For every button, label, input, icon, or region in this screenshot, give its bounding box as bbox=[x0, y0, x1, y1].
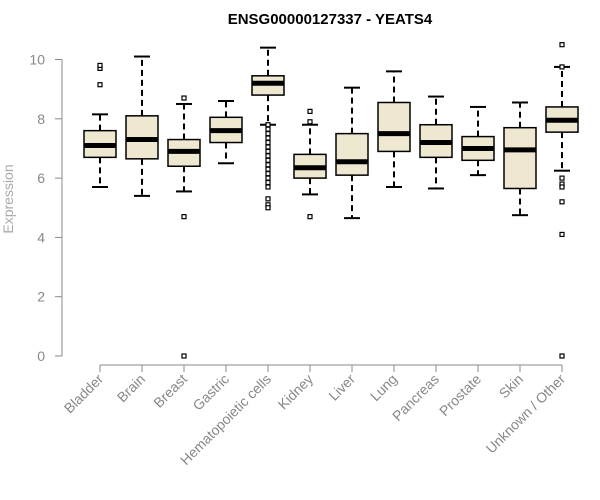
y-tick-label: 8 bbox=[37, 111, 45, 127]
x-tick-label: Prostate bbox=[436, 371, 484, 419]
x-tick-label: Breast bbox=[150, 371, 190, 411]
y-tick-label: 4 bbox=[37, 229, 45, 245]
outlier-point bbox=[559, 175, 565, 181]
outlier-point bbox=[265, 166, 271, 172]
box-gastric bbox=[209, 100, 243, 165]
outlier-point bbox=[97, 82, 103, 88]
outlier-point bbox=[181, 214, 187, 220]
box-skin bbox=[503, 101, 537, 217]
y-axis: 0 2 4 6 8 10 bbox=[29, 52, 63, 364]
outlier-point bbox=[307, 214, 313, 220]
outlier-point bbox=[265, 131, 271, 137]
box-liver bbox=[335, 86, 369, 220]
box-hematopoietic-cells bbox=[251, 46, 285, 211]
box-unknown-other bbox=[545, 42, 579, 359]
iqr-box bbox=[335, 132, 369, 176]
chart-title: ENSG00000127337 - YEATS4 bbox=[228, 11, 433, 28]
outlier-point bbox=[265, 179, 271, 186]
outlier-point bbox=[265, 148, 271, 155]
outlier-point bbox=[97, 62, 103, 69]
outlier-point bbox=[265, 135, 271, 141]
x-tick-label: Bladder bbox=[61, 371, 107, 417]
y-tick-label: 2 bbox=[37, 289, 45, 305]
outlier-point bbox=[559, 353, 565, 359]
box-prostate bbox=[461, 105, 495, 177]
outlier-point bbox=[265, 171, 271, 177]
outlier-point bbox=[559, 199, 565, 205]
outlier-point bbox=[265, 139, 271, 146]
x-tick-label: Pancreas bbox=[389, 371, 442, 424]
box-brain bbox=[125, 55, 159, 197]
y-axis-label: Expression bbox=[0, 164, 16, 233]
outlier-point bbox=[265, 122, 271, 128]
outlier-point bbox=[181, 353, 187, 359]
outlier-point bbox=[265, 175, 271, 181]
x-tick-label: Liver bbox=[325, 371, 358, 404]
box-kidney bbox=[293, 108, 327, 220]
x-tick-label: Lung bbox=[367, 371, 400, 404]
outlier-point bbox=[265, 196, 271, 202]
x-tick-label: Skin bbox=[496, 371, 527, 402]
y-tick-label: 6 bbox=[37, 170, 45, 186]
outlier-point bbox=[265, 157, 271, 163]
iqr-box bbox=[503, 126, 537, 190]
box-pancreas bbox=[419, 95, 453, 190]
outlier-point bbox=[307, 119, 313, 125]
x-tick-label: Unknown / Other bbox=[483, 371, 569, 457]
boxes-layer bbox=[83, 42, 579, 359]
outlier-point bbox=[559, 42, 565, 48]
y-tick-label: 0 bbox=[37, 348, 45, 364]
box-bladder bbox=[83, 62, 117, 188]
outlier-point bbox=[559, 231, 565, 238]
outlier-point bbox=[265, 144, 271, 150]
x-tick-label: Brain bbox=[114, 371, 148, 405]
outlier-point bbox=[559, 184, 565, 190]
iqr-box bbox=[377, 101, 411, 153]
outlier-point bbox=[265, 153, 271, 159]
x-tick-label: Kidney bbox=[275, 371, 317, 413]
outlier-point bbox=[307, 108, 313, 114]
outlier-point bbox=[265, 205, 271, 211]
outlier-point bbox=[559, 64, 565, 70]
outlier-point bbox=[265, 126, 271, 132]
outlier-point bbox=[265, 184, 271, 190]
outlier-point bbox=[265, 162, 271, 168]
y-tick-label: 10 bbox=[29, 52, 45, 68]
box-lung bbox=[377, 70, 411, 188]
outlier-point bbox=[181, 95, 187, 101]
box-breast bbox=[167, 95, 201, 359]
